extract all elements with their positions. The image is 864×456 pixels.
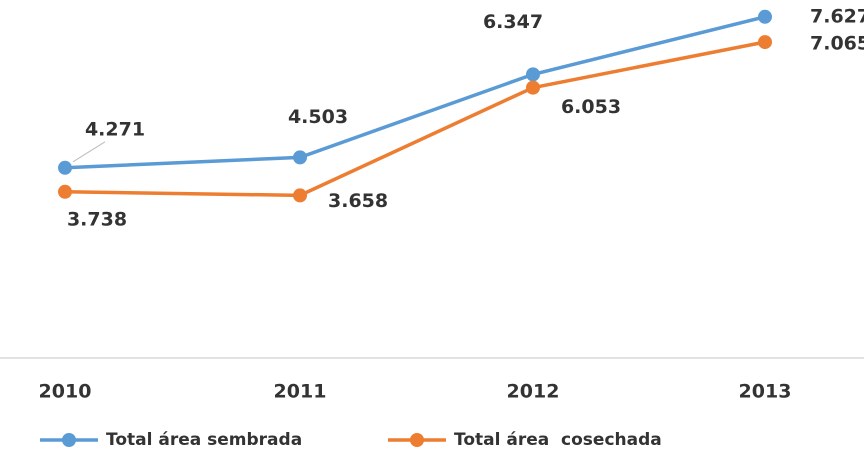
data-label: 6.053 xyxy=(561,96,621,118)
point xyxy=(758,9,772,24)
legend-marker xyxy=(62,433,76,447)
x-tick-label: 2011 xyxy=(274,381,327,403)
point xyxy=(293,150,307,165)
point xyxy=(526,80,540,95)
x-tick-label: 2012 xyxy=(507,381,560,403)
point xyxy=(758,35,772,50)
point xyxy=(526,67,540,82)
data-label: 7.065 xyxy=(810,33,864,55)
x-tick-label: 2010 xyxy=(39,381,92,403)
x-tick-label: 2013 xyxy=(739,381,792,403)
series-line xyxy=(64,15,766,170)
legend-label: Total área cosechada xyxy=(454,430,662,450)
data-label: 4.271 xyxy=(85,118,145,140)
legend-label: Total área sembrada xyxy=(106,430,302,450)
leader-line xyxy=(72,141,106,163)
data-label: 6.347 xyxy=(483,11,543,33)
data-label: 7.627 xyxy=(810,5,864,27)
data-label: 4.503 xyxy=(288,106,348,128)
data-label: 3.738 xyxy=(67,208,127,230)
series-line xyxy=(64,40,766,198)
point xyxy=(293,188,307,203)
point xyxy=(58,160,72,175)
point xyxy=(58,184,72,199)
legend-marker xyxy=(410,433,424,447)
data-label: 3.658 xyxy=(328,190,388,212)
